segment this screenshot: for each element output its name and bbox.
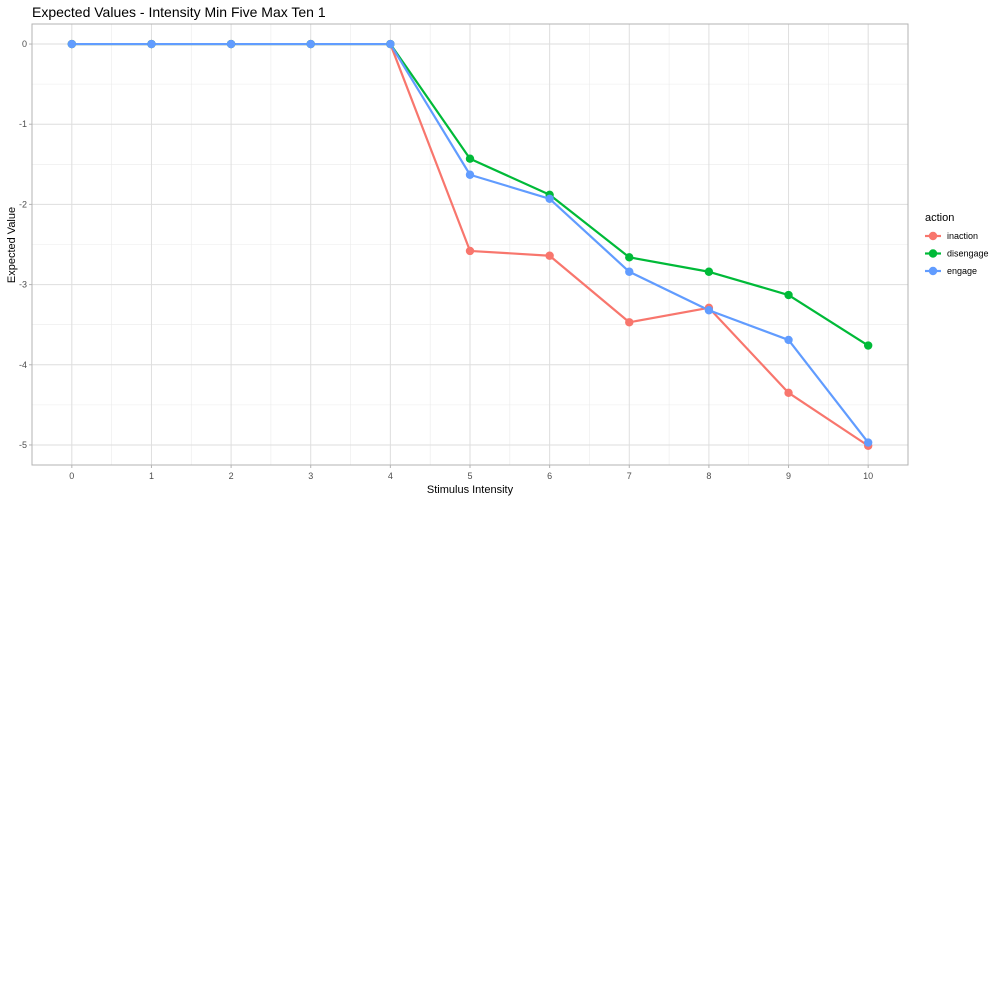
x-tick-label: 6 <box>547 471 552 481</box>
y-tick-label: -2 <box>19 199 27 209</box>
data-point-inaction <box>465 246 475 256</box>
legend-label: inaction <box>947 231 978 241</box>
x-tick-label: 4 <box>388 471 393 481</box>
data-point-engage <box>545 194 554 203</box>
x-tick-label: 5 <box>467 471 472 481</box>
data-point-engage <box>386 39 395 49</box>
data-point-engage <box>465 170 475 179</box>
data-point-engage <box>306 39 315 49</box>
legend-key-point <box>928 249 938 258</box>
data-point-engage <box>784 335 793 345</box>
data-point-engage <box>704 306 714 315</box>
y-tick-label: -1 <box>19 119 27 129</box>
data-point-engage <box>863 438 873 447</box>
data-point-engage <box>147 39 156 49</box>
x-tick-label: 8 <box>706 471 711 481</box>
series-points <box>67 39 873 450</box>
data-point-disengage <box>784 290 793 300</box>
legend-label: engage <box>947 266 977 276</box>
y-tick-label: -5 <box>19 440 27 450</box>
x-tick-label: 1 <box>149 471 154 481</box>
data-point-disengage <box>465 154 475 163</box>
legend-label: disengage <box>947 249 989 259</box>
data-point-engage <box>67 39 77 49</box>
x-tick-label: 3 <box>308 471 313 481</box>
data-point-disengage <box>704 267 714 276</box>
data-point-engage <box>226 39 236 49</box>
y-tick-label: 0 <box>22 39 27 49</box>
x-tick-label: 10 <box>863 471 873 481</box>
y-tick-label: -4 <box>19 360 27 370</box>
legend-title: action <box>925 212 954 224</box>
x-axis-ticks: 0 1 2 3 4 5 6 7 8 9 10 <box>69 465 873 481</box>
y-tick-label: -3 <box>19 280 27 290</box>
x-axis-title: Stimulus Intensity <box>427 484 514 496</box>
x-tick-label: 2 <box>229 471 234 481</box>
data-point-inaction <box>625 318 634 327</box>
data-point-disengage <box>863 341 873 350</box>
data-point-disengage <box>625 253 634 262</box>
y-axis-title: Expected Value <box>6 207 18 283</box>
y-axis-ticks: 0 -1 -2 -3 -4 -5 <box>19 39 32 450</box>
chart-title: Expected Values - Intensity Min Five Max… <box>32 4 326 20</box>
legend-key-point <box>928 266 938 276</box>
x-tick-label: 9 <box>786 471 791 481</box>
legend: action inaction disengage engage <box>925 212 989 276</box>
legend-key-point <box>928 231 938 241</box>
data-point-engage <box>625 267 634 276</box>
x-tick-label: 0 <box>69 471 74 481</box>
data-point-inaction <box>784 388 793 398</box>
x-tick-label: 7 <box>627 471 632 481</box>
data-point-inaction <box>545 251 554 260</box>
